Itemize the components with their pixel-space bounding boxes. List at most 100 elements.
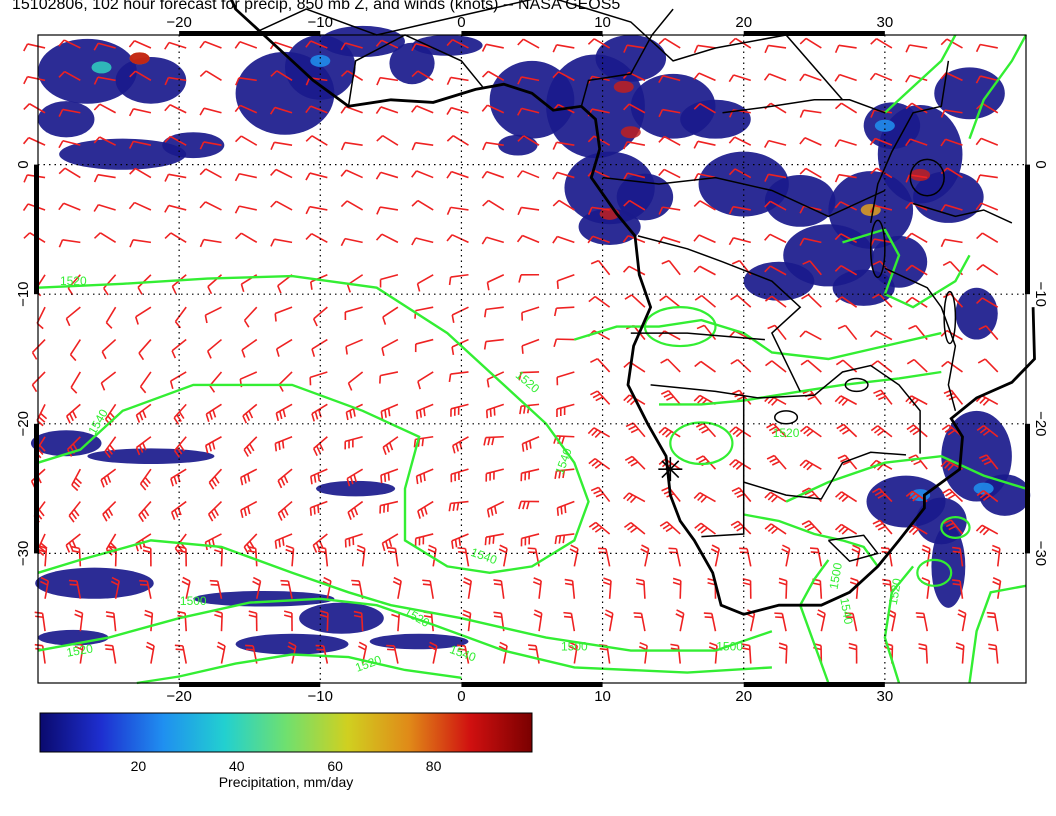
wind-barb (623, 361, 646, 373)
wind-barb (462, 577, 472, 599)
wind-barb (240, 500, 258, 519)
map-title: 15102806, 102 hour forecast for precip, … (12, 0, 621, 13)
wind-barb (199, 201, 222, 211)
wind-barb (142, 545, 152, 567)
wind-barb (658, 236, 681, 245)
wind-barb (305, 105, 328, 114)
wind-barb (837, 454, 858, 470)
wind-barb (446, 206, 469, 216)
wind-barb (532, 577, 542, 599)
wind-barb (802, 260, 822, 276)
wind-barb (520, 533, 540, 547)
wind-barb (145, 641, 155, 664)
wind-barb (834, 173, 857, 183)
wind-barb (670, 643, 681, 664)
wind-barb (915, 612, 928, 632)
wind-barb (248, 610, 258, 632)
wind-barbs (22, 37, 1002, 664)
wind-barb (975, 43, 998, 53)
wind-barb (659, 295, 681, 308)
wind-barb (991, 544, 1001, 567)
wind-barb (174, 644, 187, 664)
wind-barb (74, 609, 84, 632)
wind-barb (422, 579, 434, 599)
map-frame (34, 31, 1030, 687)
wind-barb (139, 579, 152, 599)
wind-barb (380, 403, 399, 420)
wind-barb (68, 579, 82, 599)
contour-labels: 1520 1540 1520 1520 1540 1500 1520 1520 1540 1500… (60, 274, 904, 675)
wind-barb (588, 521, 611, 535)
wind-barb (553, 306, 575, 317)
wind-barb (921, 544, 931, 567)
wind-barb (274, 306, 293, 322)
colorbar-tick-label: 60 (327, 758, 343, 774)
wind-barb (39, 576, 50, 599)
wind-barb (588, 295, 611, 308)
wind-barb (940, 204, 963, 213)
gridlines (38, 35, 1026, 683)
wind-barb (174, 306, 187, 329)
wind-barb (940, 109, 963, 118)
y-tick-label: −10 (1032, 281, 1049, 306)
wind-barb (135, 436, 152, 456)
contour-label: 1520 (60, 274, 87, 288)
wind-barb (129, 238, 152, 248)
wind-barb (658, 108, 681, 118)
contour-label: 1500 (827, 561, 845, 590)
wind-barb (799, 167, 822, 179)
wind-barb (905, 395, 928, 407)
wind-barb (563, 611, 576, 632)
wind-barb (450, 468, 469, 483)
wind-barb (381, 338, 399, 357)
wind-barb (340, 141, 363, 151)
wind-barb (144, 609, 154, 632)
wind-barb (206, 338, 222, 359)
wind-barb (428, 641, 438, 664)
wind-barb (763, 73, 787, 82)
wind-barb (553, 338, 575, 348)
wind-barb (23, 43, 46, 52)
wind-barb (68, 501, 81, 523)
wind-barb (799, 237, 822, 246)
wind-barb (242, 403, 258, 424)
wind-barb (728, 74, 752, 83)
wind-barb (695, 422, 717, 438)
contour-label: 1500 (561, 640, 588, 654)
wind-barb (693, 140, 716, 149)
wind-barb (416, 274, 434, 292)
wind-barb (766, 454, 787, 470)
contour-label: 1540 (469, 545, 499, 567)
wind-barb (940, 72, 963, 82)
wind-barb (417, 500, 434, 519)
wind-barb (976, 232, 999, 244)
wind-barb (58, 202, 81, 211)
wind-barb (71, 545, 82, 567)
wind-barb (379, 500, 399, 514)
wind-barb (482, 141, 504, 151)
x-tick-label: −10 (308, 688, 333, 705)
wind-barb (305, 172, 328, 181)
wind-barb (312, 436, 328, 457)
wind-barb (693, 102, 716, 114)
wind-barb (517, 76, 540, 85)
wind-barb (625, 422, 646, 438)
wind-barb (905, 44, 928, 53)
wind-barb (940, 459, 963, 471)
wind-barb (481, 236, 504, 245)
wind-barb (23, 103, 46, 114)
wind-barb (708, 642, 718, 664)
wind-barb (214, 545, 223, 567)
wind-barb (340, 105, 363, 114)
wind-barb (375, 106, 399, 115)
wind-barb (137, 274, 152, 295)
wind-barb (446, 170, 469, 179)
wind-barb (270, 200, 293, 211)
wind-barb (590, 357, 611, 373)
wind-barb (976, 174, 998, 183)
wind-barb (93, 203, 116, 212)
wind-barb (672, 577, 682, 599)
wind-barb (836, 423, 858, 438)
wind-barb (587, 235, 610, 244)
wind-barb (623, 103, 646, 114)
